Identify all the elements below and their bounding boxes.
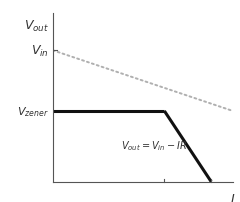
Text: $V_{zener}$: $V_{zener}$ bbox=[17, 104, 49, 118]
Text: $V_{out} = V_{in} - IR$: $V_{out} = V_{in} - IR$ bbox=[121, 138, 187, 152]
Text: $V_{in}$: $V_{in}$ bbox=[31, 43, 49, 59]
Text: $V_{out}$: $V_{out}$ bbox=[24, 19, 49, 34]
Text: $I$: $I$ bbox=[230, 192, 235, 202]
